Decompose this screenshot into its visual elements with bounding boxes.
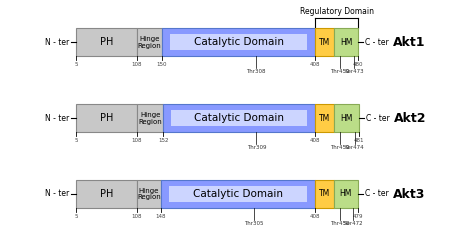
Text: Thr450: Thr450: [330, 69, 350, 74]
Text: Catalytic Domain: Catalytic Domain: [193, 189, 283, 199]
Text: HM: HM: [340, 190, 352, 199]
Bar: [161, 180, 315, 208]
Text: C - ter: C - ter: [365, 37, 389, 46]
Text: Ser474: Ser474: [345, 145, 365, 150]
Text: 148: 148: [155, 214, 166, 219]
Text: Ser473: Ser473: [344, 69, 364, 74]
Text: 479: 479: [352, 214, 363, 219]
Text: N - ter: N - ter: [45, 37, 69, 46]
Text: Regulatory Domain: Regulatory Domain: [300, 7, 374, 16]
Text: C - ter: C - ter: [365, 190, 388, 199]
Text: C - ter: C - ter: [366, 114, 390, 123]
Text: PH: PH: [100, 37, 113, 47]
Text: 108: 108: [132, 138, 142, 143]
Text: Catalytic Domain: Catalytic Domain: [194, 113, 284, 123]
Bar: [76, 104, 137, 132]
Text: N - ter: N - ter: [45, 114, 69, 123]
Text: Thr305: Thr305: [245, 221, 264, 226]
Text: Hinge
Region: Hinge Region: [138, 111, 162, 124]
Text: TM: TM: [319, 114, 330, 123]
Bar: [315, 28, 334, 56]
Bar: [137, 180, 161, 208]
Bar: [171, 110, 307, 126]
Bar: [315, 104, 334, 132]
Text: Thr308: Thr308: [246, 69, 265, 74]
Bar: [334, 104, 359, 132]
Text: 5: 5: [74, 138, 78, 143]
Text: TM: TM: [319, 190, 330, 199]
Bar: [163, 104, 315, 132]
Text: Hinge
Region: Hinge Region: [137, 36, 161, 49]
Text: Akt3: Akt3: [392, 187, 425, 201]
Text: Thr450: Thr450: [330, 221, 350, 226]
Text: 408: 408: [310, 214, 320, 219]
Bar: [76, 180, 137, 208]
Text: 408: 408: [310, 138, 320, 143]
Text: 108: 108: [132, 214, 142, 219]
Text: Ser472: Ser472: [344, 221, 363, 226]
Text: 481: 481: [354, 138, 364, 143]
Text: Akt2: Akt2: [394, 111, 426, 124]
Bar: [334, 180, 357, 208]
Text: Thr309: Thr309: [247, 145, 266, 150]
Text: PH: PH: [100, 189, 113, 199]
Bar: [169, 186, 307, 202]
Bar: [76, 28, 137, 56]
Text: HM: HM: [340, 37, 352, 46]
Text: Akt1: Akt1: [393, 36, 426, 49]
Text: N - ter: N - ter: [45, 190, 69, 199]
Text: 152: 152: [158, 138, 168, 143]
Text: 150: 150: [157, 62, 167, 67]
Text: PH: PH: [100, 113, 113, 123]
Text: 408: 408: [310, 62, 320, 67]
Text: 108: 108: [132, 62, 142, 67]
Text: HM: HM: [340, 114, 353, 123]
Text: Hinge
Region: Hinge Region: [137, 187, 161, 201]
Text: 5: 5: [74, 214, 78, 219]
Text: 5: 5: [74, 62, 78, 67]
Text: 480: 480: [353, 62, 364, 67]
Bar: [137, 28, 162, 56]
Bar: [137, 104, 163, 132]
Text: Catalytic Domain: Catalytic Domain: [194, 37, 283, 47]
Bar: [170, 34, 307, 50]
Bar: [334, 28, 358, 56]
Text: TM: TM: [319, 37, 330, 46]
Bar: [162, 28, 315, 56]
Text: Thr450: Thr450: [330, 145, 350, 150]
Bar: [315, 180, 334, 208]
